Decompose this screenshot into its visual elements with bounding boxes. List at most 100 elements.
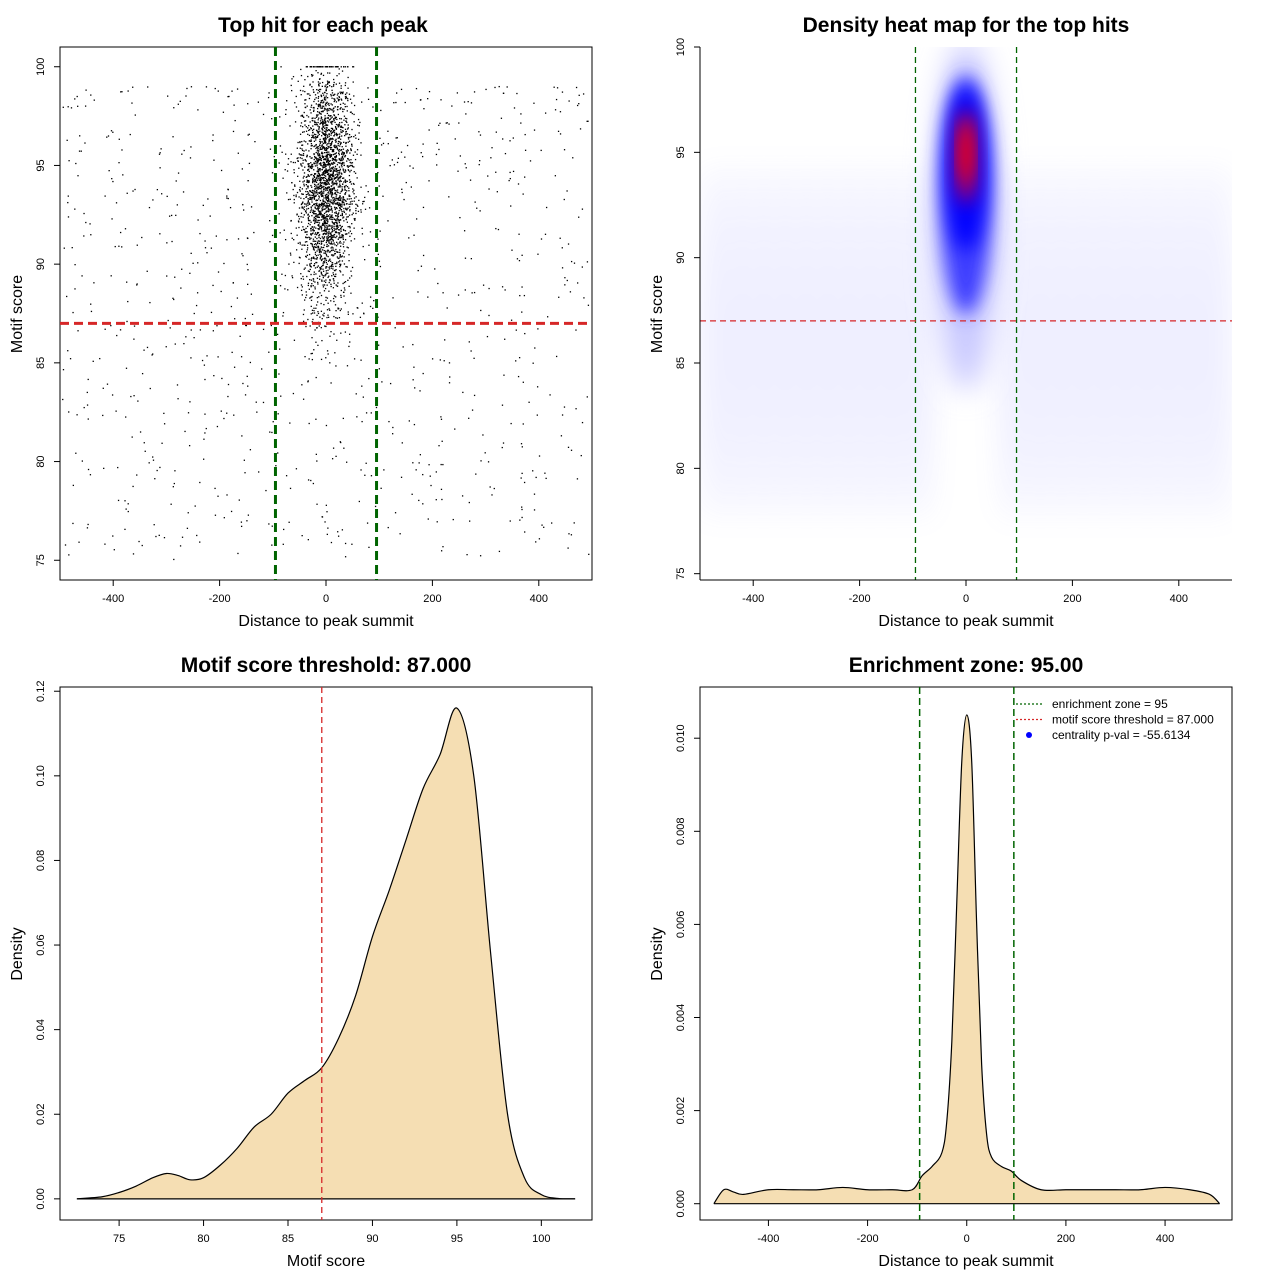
scatter-point: [322, 124, 324, 126]
heatmap-background-streak: [851, 161, 868, 522]
scatter-point: [313, 263, 316, 265]
scatter-point: [303, 185, 305, 187]
scatter-point: [87, 418, 89, 420]
scatter-point: [310, 197, 312, 199]
scatter-point: [305, 176, 307, 178]
scatter-point: [480, 309, 482, 312]
scatter-point: [299, 190, 301, 192]
scatter-point: [322, 111, 324, 113]
scatter-point: [313, 175, 315, 178]
scatter-point: [313, 190, 315, 192]
scatter-point: [326, 110, 328, 112]
scatter-point: [311, 226, 313, 228]
scatter-point: [86, 404, 89, 406]
scatter-point: [325, 97, 327, 99]
scatter-point: [524, 149, 527, 151]
scatter-point: [332, 272, 334, 274]
scatter-point: [325, 218, 327, 220]
scatter-point: [299, 257, 301, 259]
scatter-point: [374, 505, 377, 508]
scatter-point: [318, 210, 320, 213]
scatter-point: [320, 193, 323, 195]
scatter-point: [336, 207, 338, 210]
scatter-point: [440, 488, 443, 491]
score-density-y-tick-label: 0.02: [35, 1104, 47, 1125]
scatter-point: [289, 487, 292, 490]
scatter-point: [328, 104, 330, 107]
scatter-point: [318, 270, 320, 272]
scatter-point: [325, 270, 327, 272]
scatter-point: [307, 204, 309, 206]
scatter-point: [310, 194, 312, 196]
scatter-point: [341, 156, 343, 158]
scatter-point: [80, 150, 82, 152]
scatter-point: [340, 131, 342, 133]
scatter-point: [310, 190, 312, 192]
scatter-point: [312, 232, 314, 234]
scatter-point: [341, 157, 343, 159]
scatter-point: [341, 225, 343, 228]
scatter-point: [529, 160, 532, 162]
scatter-point: [343, 250, 346, 252]
scatter-point: [313, 194, 315, 196]
scatter-point: [347, 313, 349, 315]
scatter-point: [319, 88, 321, 91]
scatter-point: [326, 222, 328, 225]
scatter-point: [308, 175, 310, 177]
scatter-point: [319, 103, 321, 106]
scatter-point: [353, 171, 355, 173]
scatter-point: [296, 147, 298, 149]
scatter-point: [324, 137, 326, 140]
scatter-point: [331, 211, 333, 213]
scatter-point: [85, 89, 87, 91]
scatter-point: [277, 413, 279, 415]
scatter-point: [307, 164, 310, 166]
scatter-point: [323, 146, 325, 149]
scatter-point: [313, 203, 315, 205]
scatter-point: [321, 208, 323, 210]
scatter-point: [312, 110, 315, 113]
scatter-point: [338, 229, 340, 231]
scatter-point: [322, 146, 325, 149]
scatter-point: [311, 283, 313, 285]
scatter-point: [147, 86, 149, 88]
scatter-point: [339, 141, 341, 143]
scatter-point: [338, 158, 340, 160]
scatter-point: [297, 80, 299, 82]
scatter-point: [317, 152, 319, 155]
scatter-point: [360, 186, 362, 188]
scatter-point: [318, 204, 320, 207]
scatter-point: [313, 198, 316, 200]
scatter-point: [339, 179, 341, 181]
scatter-point: [332, 138, 334, 140]
scatter-point: [308, 170, 310, 173]
scatter-point: [326, 196, 328, 199]
scatter-point: [311, 186, 313, 188]
scatter-point: [323, 147, 325, 149]
scatter-point: [334, 269, 336, 272]
scatter-point: [521, 446, 523, 448]
scatter-point: [322, 146, 325, 148]
scatter-point: [308, 134, 311, 137]
scatter-title: Top hit for each peak: [218, 14, 428, 37]
scatter-point: [340, 175, 342, 178]
scatter-point: [325, 267, 327, 269]
scatter-point: [159, 233, 161, 235]
scatter-point: [343, 66, 345, 68]
scatter-point: [326, 86, 328, 89]
scatter-point: [303, 206, 306, 208]
scatter-point: [401, 442, 403, 444]
scatter-point: [306, 202, 309, 204]
scatter-point: [335, 123, 338, 126]
scatter-point: [306, 208, 308, 210]
scatter-point: [328, 81, 330, 83]
scatter-point: [302, 159, 304, 161]
scatter-point: [159, 152, 161, 154]
scatter-point: [323, 96, 326, 98]
scatter-point: [346, 209, 348, 211]
scatter-point: [313, 273, 315, 276]
scatter-point: [327, 136, 329, 139]
scatter-point: [196, 292, 199, 294]
scatter-point: [566, 279, 568, 282]
